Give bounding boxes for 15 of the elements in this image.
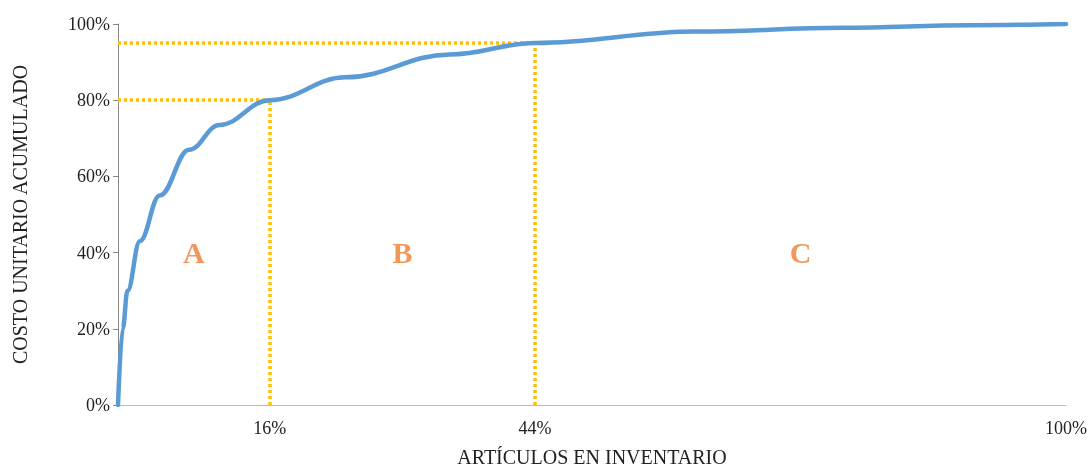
y-axis-title: COSTO UNITARIO ACUMULADO: [9, 64, 31, 365]
annotation: A: [183, 236, 205, 270]
y-tick-label: 100%: [68, 14, 110, 34]
line-series: [115, 21, 1069, 408]
x-tick-label: 44%: [518, 418, 552, 438]
annotation: B: [392, 236, 413, 270]
x-tick-label: 16%: [253, 418, 287, 438]
y-tick-label: 40%: [77, 242, 110, 263]
y-tick-label: 80%: [77, 90, 110, 111]
y-tick-label: 0%: [86, 395, 110, 415]
x-axis-title: ARTÍCULOS EN INVENTARIO: [457, 446, 727, 468]
x-tick-label: 100%: [1045, 418, 1087, 438]
y-tick-label: 60%: [77, 166, 110, 187]
y-tick-label: 20%: [77, 318, 110, 339]
annotation: C: [789, 236, 812, 270]
